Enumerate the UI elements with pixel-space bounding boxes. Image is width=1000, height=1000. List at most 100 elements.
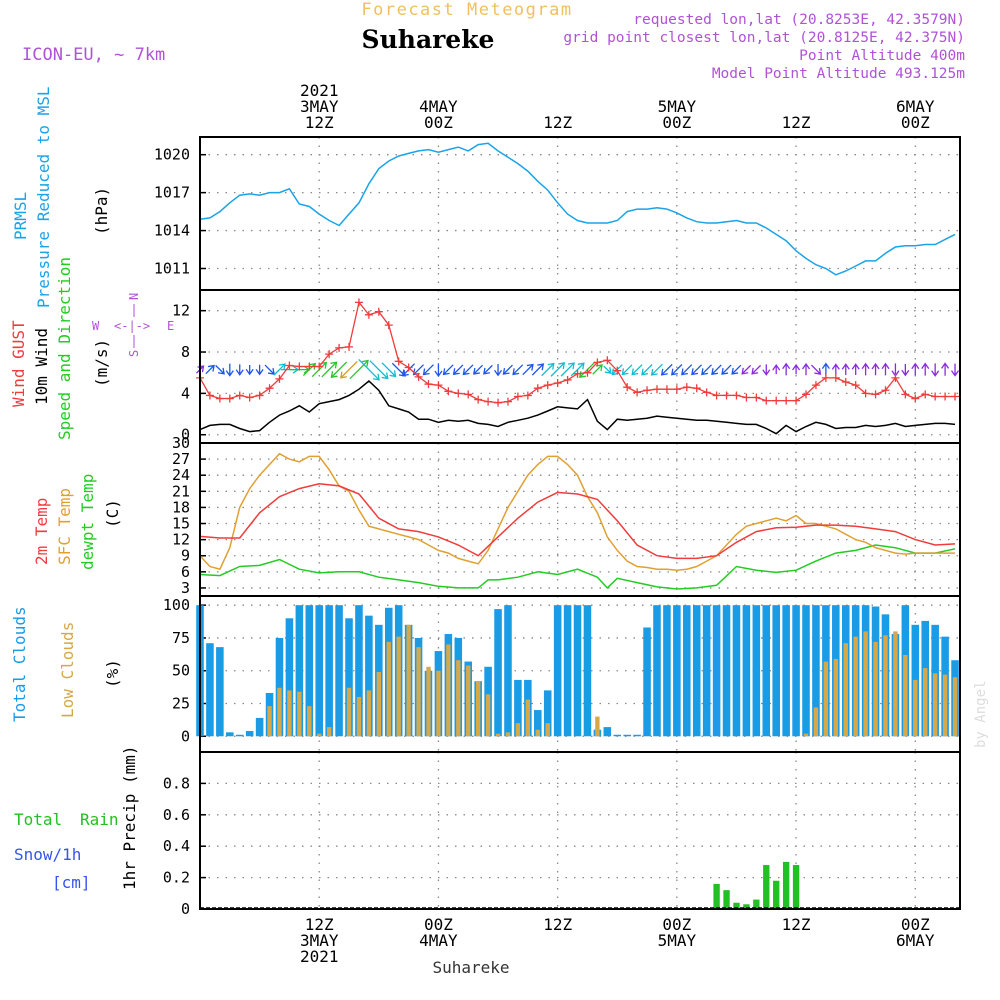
gust-marker <box>285 361 294 370</box>
gust-marker <box>424 380 433 389</box>
gust-marker <box>941 392 950 401</box>
y-tick-label: 4 <box>181 384 190 402</box>
wind-arrow-icon <box>381 362 397 378</box>
gust-marker <box>434 381 443 390</box>
precip-snow-label: Snow/1h <box>14 845 81 864</box>
gust-marker <box>613 366 622 375</box>
time-label: 00Z <box>901 113 930 132</box>
rain-bar <box>792 865 800 909</box>
time-label: 3MAY <box>300 931 339 950</box>
total-cloud-bar <box>494 609 502 737</box>
gust-marker <box>275 374 284 383</box>
model-altitude: Model Point Altitude 493.125m <box>712 66 965 82</box>
time-label: 12Z <box>305 113 334 132</box>
total-cloud-bar <box>663 605 671 737</box>
wind-arrow-icon <box>225 363 234 377</box>
low-cloud-bar <box>267 706 272 737</box>
temperature-frame <box>199 442 961 597</box>
rain-bar <box>773 880 780 909</box>
temp-2m-label: 2m Temp <box>32 498 51 565</box>
gust-marker <box>345 342 354 351</box>
precip-rain-label: Rain <box>80 810 119 829</box>
y-tick-label: 0.2 <box>163 869 190 887</box>
total-cloud-bar <box>543 690 552 737</box>
wind-arrow-icon <box>711 364 722 376</box>
low-cloud-bar <box>893 631 898 737</box>
low-cloud-bar <box>456 660 461 737</box>
total-cloud-bar <box>653 605 661 737</box>
wind-arrow-icon <box>901 364 910 377</box>
app-title: Forecast Meteogram <box>361 0 572 20</box>
wind-arrow-icon <box>560 362 575 377</box>
y-tick-label: 1011 <box>154 260 190 278</box>
clouds-unit: (%) <box>103 659 122 688</box>
wind-direction-label: Speed and Direction <box>55 257 74 440</box>
low-cloud-bar <box>346 687 352 737</box>
low-cloud-bar <box>903 654 908 737</box>
low-cloud-bar <box>436 670 441 737</box>
precip-panel: 0 0.2 0.4 0.6 0.8 Total Rain Snow/1h [cm] 1h… <box>14 746 961 918</box>
wind-gust-markers <box>196 298 960 407</box>
gust-marker <box>841 378 850 387</box>
wind-arrow-icon <box>762 364 771 376</box>
gust-marker <box>513 392 522 401</box>
low-cloud-bar <box>376 672 382 737</box>
y-tick-label: 9 <box>181 547 190 565</box>
gust-marker <box>643 386 652 395</box>
wind-arrow-icon <box>751 364 762 375</box>
total-cloud-bar <box>235 734 244 737</box>
wind-arrow-icon <box>442 364 454 376</box>
time-label: 5MAY <box>658 931 697 950</box>
gust-marker <box>543 381 552 390</box>
pressure-frame <box>199 136 961 291</box>
wind-arrow-icon <box>691 364 702 376</box>
low-cloud-bar <box>366 690 372 737</box>
total-cloud-bar <box>603 727 612 737</box>
gust-marker <box>652 385 661 394</box>
gust-marker <box>305 362 314 371</box>
low-cloud-bar <box>426 666 431 737</box>
wind-arrow-icon <box>851 363 860 376</box>
wind-arrow-icon <box>881 362 890 376</box>
rain-bar <box>743 904 750 909</box>
low-cloud-bar <box>466 665 471 737</box>
wind-arrow-icon <box>483 364 493 375</box>
wind-arrow-icon <box>951 363 960 377</box>
pressure-unit: (hPa) <box>92 187 111 235</box>
wind-arrow-icon <box>721 364 732 375</box>
low-cloud-bar <box>843 643 848 737</box>
gust-marker <box>533 384 542 393</box>
total-cloud-bar <box>563 605 572 737</box>
gust-marker <box>573 369 582 378</box>
wind-arrow-icon <box>810 364 822 375</box>
gust-marker <box>354 298 363 307</box>
time-label: 00Z <box>424 113 453 132</box>
low-cloud-bar <box>833 658 839 737</box>
gust-marker <box>722 391 731 400</box>
wind-arrow-icon <box>522 363 534 376</box>
low-cloud-bar <box>883 635 888 737</box>
wind-arrow-icon <box>502 364 513 375</box>
y-tick-label: 0.6 <box>163 806 190 824</box>
gust-marker <box>384 321 393 330</box>
gust-marker <box>315 362 324 371</box>
wind-10m-label: 10m Wind <box>32 328 51 405</box>
wind-unit: (m/s) <box>92 339 111 387</box>
total-cloud-bar <box>315 605 323 737</box>
gust-marker <box>702 388 711 397</box>
compass-south: S <box>127 350 141 357</box>
clouds-y-ticks: 0 25 50 75 100 <box>163 596 206 745</box>
wind-arrow-icon <box>541 362 555 377</box>
time-label: 6MAY <box>896 931 935 950</box>
total-cloud-bar <box>683 605 691 737</box>
compass-north: N <box>127 293 141 300</box>
y-tick-label: 8 <box>181 343 190 361</box>
total-cloud-bar <box>216 647 224 737</box>
low-cloud-bar <box>505 732 511 737</box>
time-label: 00Z <box>424 915 453 934</box>
temp-2m-line <box>199 483 956 560</box>
wind-arrow-icon <box>631 364 643 376</box>
y-tick-label: 1020 <box>154 146 190 164</box>
